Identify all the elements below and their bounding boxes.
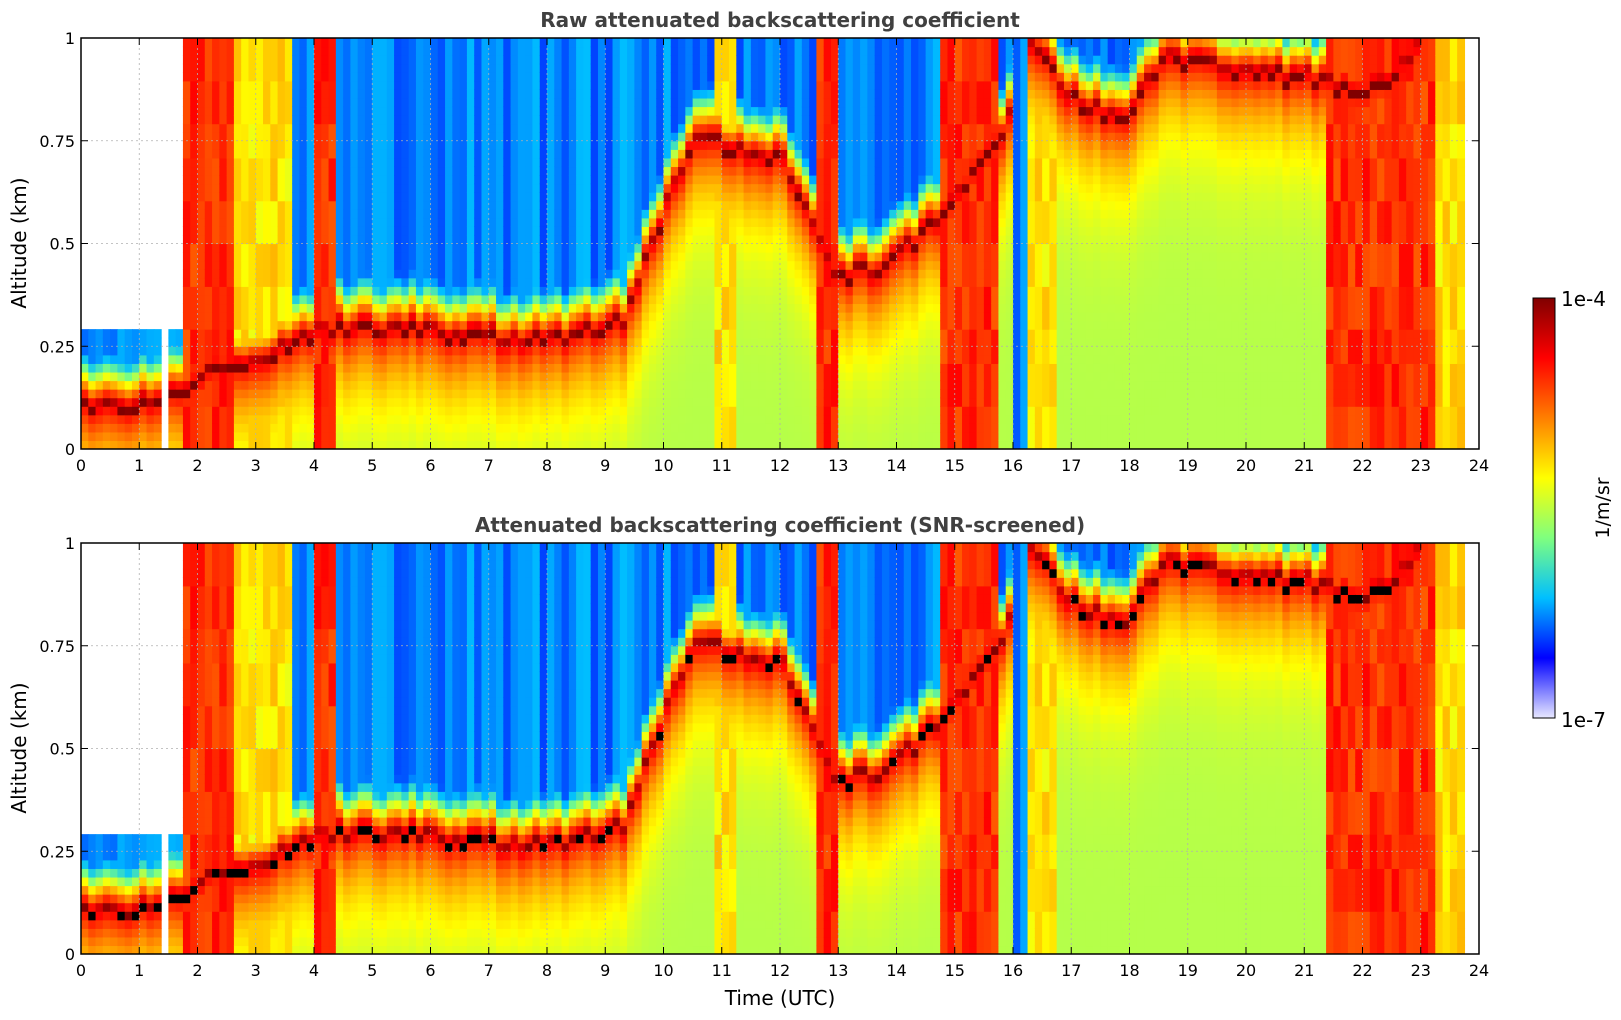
x-tick-label: 23	[1411, 456, 1431, 475]
x-tick-label: 15	[945, 456, 965, 475]
x-tick-label: 15	[945, 961, 965, 980]
x-tick-label: 17	[1061, 961, 1081, 980]
x-tick-label: 19	[1178, 961, 1198, 980]
y-tick-label: 0.5	[50, 740, 75, 759]
x-tick-label: 2	[192, 961, 202, 980]
x-tick-label: 21	[1294, 961, 1314, 980]
x-tick-label: 8	[542, 961, 552, 980]
x-axis-label: Time (UTC)	[724, 986, 836, 1010]
x-tick-label: 19	[1178, 456, 1198, 475]
x-tick-label: 9	[600, 456, 610, 475]
x-tick-label: 5	[367, 456, 377, 475]
x-tick-label: 23	[1411, 961, 1431, 980]
colorbar-gradient	[1532, 297, 1556, 719]
y-tick-label: 1	[65, 29, 75, 48]
y-tick-label: 1	[65, 534, 75, 553]
y-tick-label: 0.25	[39, 842, 75, 861]
x-tick-label: 24	[1469, 456, 1489, 475]
x-tick-label: 4	[309, 456, 319, 475]
x-tick-label: 7	[484, 961, 494, 980]
y-tick-label: 0.5	[50, 235, 75, 254]
x-tick-label: 14	[886, 456, 906, 475]
x-tick-label: 17	[1061, 456, 1081, 475]
x-tick-label: 14	[886, 961, 906, 980]
y-axis-label-raw: Altitude (km)	[7, 177, 31, 308]
x-tick-label: 5	[367, 961, 377, 980]
chart-title-screened: Attenuated backscattering coefficient (S…	[475, 513, 1085, 537]
chart-title-raw: Raw attenuated backscattering coefficien…	[540, 8, 1020, 32]
x-tick-label: 12	[770, 961, 790, 980]
x-tick-label: 0	[76, 961, 86, 980]
x-tick-label: 3	[251, 456, 261, 475]
x-tick-label: 2	[192, 456, 202, 475]
x-tick-label: 8	[542, 456, 552, 475]
y-axis-screened: 0 0.25 0.5 0.75 1	[39, 534, 1479, 964]
x-tick-label: 18	[1119, 456, 1139, 475]
x-tick-label: 7	[484, 456, 494, 475]
y-axis-label-screened: Altitude (km)	[7, 682, 31, 813]
y-tick-label: 0.75	[39, 637, 75, 656]
x-tick-label: 18	[1119, 961, 1139, 980]
colorbar-max-label: 1e-4	[1561, 287, 1606, 311]
x-tick-label: 21	[1294, 456, 1314, 475]
y-tick-label: 0.75	[39, 132, 75, 151]
x-tick-label: 10	[653, 456, 673, 475]
x-tick-label: 22	[1352, 456, 1372, 475]
x-tick-label: 22	[1352, 961, 1372, 980]
x-tick-label: 20	[1236, 961, 1256, 980]
x-tick-label: 11	[712, 456, 732, 475]
x-axis-screened: 0 1 2 3 4 5 6 7 8 9 10 11 12 13 14 15 16 17 18 19 20 21 22 23 24	[76, 543, 1489, 980]
y-tick-label: 0	[65, 440, 75, 459]
y-tick-label: 0.25	[39, 337, 75, 356]
x-tick-label: 13	[828, 961, 848, 980]
x-tick-label: 0	[76, 456, 86, 475]
x-tick-label: 1	[134, 456, 144, 475]
x-tick-label: 6	[425, 456, 435, 475]
colorbar-unit-label: 1/m/sr	[1592, 477, 1614, 538]
x-tick-label: 3	[251, 961, 261, 980]
x-tick-label: 9	[600, 961, 610, 980]
colorbar: 1e-4 1e-7 1/m/sr	[1532, 287, 1614, 732]
x-tick-label: 24	[1469, 961, 1489, 980]
y-axis-raw: 0 0.25 0.5 0.75 1	[39, 29, 1479, 459]
x-tick-label: 1	[134, 961, 144, 980]
x-tick-label: 13	[828, 456, 848, 475]
x-tick-label: 10	[653, 961, 673, 980]
heatmap-raw	[81, 38, 1479, 449]
x-tick-label: 6	[425, 961, 435, 980]
x-tick-label: 16	[1003, 456, 1023, 475]
x-tick-label: 16	[1003, 961, 1023, 980]
x-axis-raw: 0 1 2 3 4 5 6 7 8 9 10 11 12 13 14 15 16 17 18 19 20 21 22 23 24	[76, 38, 1489, 475]
x-tick-label: 4	[309, 961, 319, 980]
y-tick-label: 0	[65, 945, 75, 964]
x-tick-label: 12	[770, 456, 790, 475]
x-tick-label: 20	[1236, 456, 1256, 475]
colorbar-min-label: 1e-7	[1561, 708, 1606, 732]
x-tick-label: 11	[712, 961, 732, 980]
